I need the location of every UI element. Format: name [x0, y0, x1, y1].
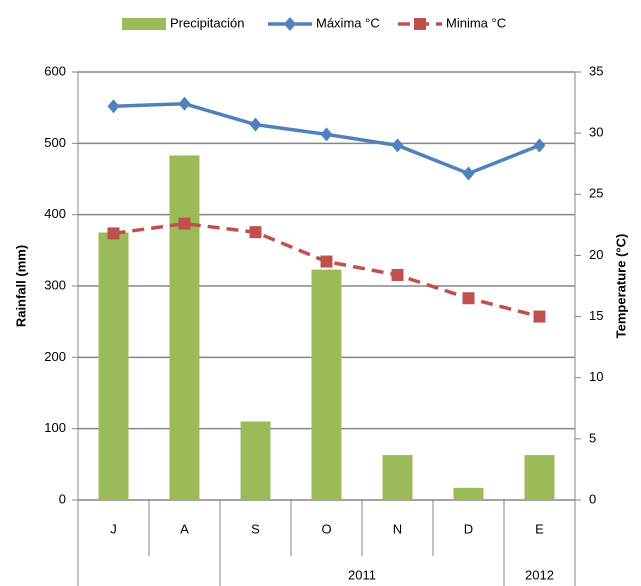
bar: [240, 421, 271, 500]
x-tick-label: N: [393, 521, 402, 536]
legend-label: Minima °C: [446, 15, 506, 30]
y2-tick-label: 35: [589, 63, 603, 78]
y-axis-title: Rainfall (mm): [13, 245, 28, 327]
x-tick-label: O: [321, 521, 331, 536]
legend-label: Precipitación: [170, 15, 244, 30]
y-tick-label: 0: [59, 491, 66, 506]
bar: [98, 232, 129, 500]
point: [533, 310, 546, 323]
x-tick-label: D: [464, 521, 473, 536]
y2-axis-title: Temperature (°C): [613, 234, 628, 339]
y-tick-label: 500: [44, 135, 66, 150]
y2-tick-label: 30: [589, 125, 603, 140]
point: [107, 99, 120, 114]
bar: [169, 155, 200, 500]
year-label: 2011: [348, 567, 376, 582]
point: [249, 117, 262, 132]
y2-tick-label: 0: [589, 491, 596, 506]
y2-tick-label: 20: [589, 247, 603, 262]
legend-marker: [414, 18, 426, 30]
y2-tick-label: 25: [589, 186, 603, 201]
point: [178, 217, 191, 230]
point: [320, 255, 333, 268]
y-tick-label: 200: [44, 349, 66, 364]
y-tick-label: 600: [44, 63, 66, 78]
point: [320, 127, 333, 142]
y-tick-label: 400: [44, 206, 66, 221]
legend-marker: [284, 17, 296, 31]
x-tick-label: E: [535, 521, 544, 536]
bar: [453, 487, 484, 500]
point: [462, 292, 475, 305]
legend-label: Máxima °C: [316, 15, 380, 30]
y2-tick-label: 15: [589, 308, 603, 323]
x-tick-label: A: [180, 521, 189, 536]
point: [107, 227, 120, 240]
bar: [382, 455, 413, 500]
x-tick-label: J: [110, 521, 117, 536]
y-tick-label: 300: [44, 277, 66, 292]
point: [533, 138, 546, 153]
y2-tick-label: 10: [589, 369, 603, 384]
legend-swatch: [122, 18, 166, 30]
point: [391, 138, 404, 153]
year-label: 2012: [525, 567, 554, 582]
y2-tick-label: 5: [589, 430, 596, 445]
bar: [311, 269, 342, 500]
x-tick-label: S: [251, 521, 260, 536]
point: [249, 226, 262, 239]
point: [178, 96, 191, 111]
point: [391, 268, 404, 281]
bar: [524, 455, 555, 500]
y-tick-label: 100: [44, 420, 66, 435]
point: [462, 166, 475, 181]
